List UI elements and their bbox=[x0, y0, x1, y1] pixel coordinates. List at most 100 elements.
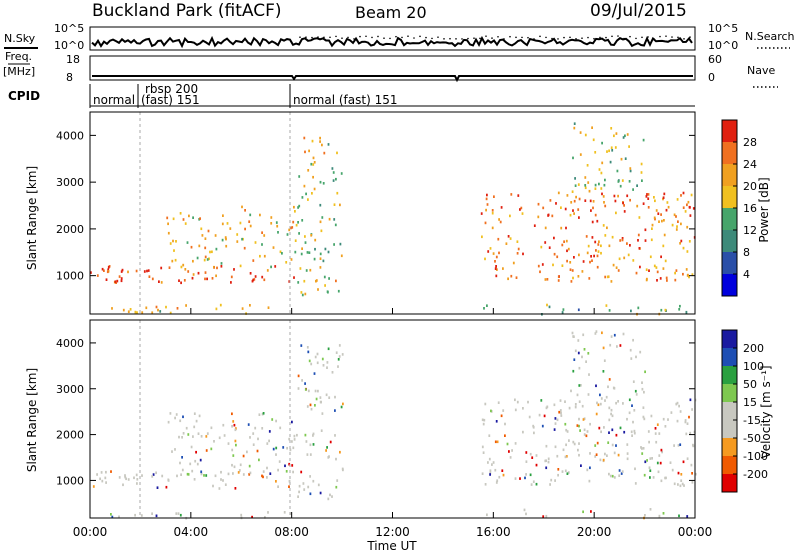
heatmap-cell bbox=[187, 270, 190, 273]
heatmap-cell bbox=[244, 227, 246, 231]
heatmap-cell bbox=[546, 303, 548, 307]
heatmap-cell bbox=[200, 435, 203, 438]
heatmap-cell bbox=[327, 497, 330, 501]
heatmap-cell bbox=[665, 208, 668, 212]
x-tick-label: 08:00 bbox=[274, 525, 309, 539]
heatmap-cell bbox=[558, 410, 561, 414]
heatmap-cell bbox=[269, 472, 272, 475]
heatmap-cell bbox=[607, 441, 610, 444]
heatmap-cell bbox=[491, 211, 494, 215]
heatmap-cell bbox=[611, 235, 614, 239]
heatmap-cell bbox=[605, 304, 608, 307]
heatmap-cell bbox=[192, 273, 195, 276]
heatmap-cell bbox=[569, 261, 572, 264]
heatmap-cell bbox=[203, 474, 205, 477]
heatmap-cell bbox=[590, 510, 592, 513]
heatmap-cell bbox=[204, 255, 207, 259]
heatmap-cell bbox=[611, 149, 614, 152]
heatmap-cell bbox=[489, 473, 491, 476]
heatmap-cell bbox=[554, 417, 557, 420]
heatmap-cell bbox=[332, 171, 335, 174]
search-noise-dot bbox=[599, 36, 601, 39]
heatmap-cell bbox=[600, 430, 602, 434]
heatmap-cell bbox=[613, 194, 616, 198]
heatmap-cell bbox=[634, 389, 637, 393]
heatmap-cell bbox=[169, 242, 172, 245]
heatmap-cell bbox=[619, 344, 622, 347]
heatmap-cell bbox=[159, 310, 162, 313]
heatmap-cell bbox=[333, 218, 336, 221]
heatmap-cell bbox=[180, 265, 183, 269]
heatmap-cell bbox=[641, 452, 644, 455]
heatmap-cell bbox=[481, 445, 484, 449]
heatmap-cell bbox=[647, 193, 650, 196]
heatmap-cell bbox=[596, 401, 598, 405]
heatmap-cell bbox=[285, 470, 288, 473]
x-tick-label: 04:00 bbox=[174, 525, 209, 539]
heatmap-cell bbox=[220, 478, 222, 481]
heatmap-cell bbox=[204, 246, 207, 250]
heatmap-cell bbox=[229, 227, 232, 230]
power-panel: 1000 2000 3000 4000 Slant Range [km] 4 8 12 16… bbox=[25, 111, 771, 316]
heatmap-cell bbox=[602, 224, 605, 227]
heatmap-cell bbox=[666, 279, 668, 282]
heatmap-cell bbox=[544, 459, 547, 463]
heatmap-cell bbox=[298, 175, 301, 178]
search-noise-dot bbox=[545, 36, 547, 39]
heatmap-cell bbox=[314, 247, 316, 251]
noise-tick-left-bottom: 10^0 bbox=[54, 39, 84, 52]
freq-left-label-2: [MHz] bbox=[3, 65, 35, 78]
heatmap-cell bbox=[278, 460, 281, 463]
heatmap-cell bbox=[619, 426, 622, 430]
heatmap-cell bbox=[187, 433, 190, 436]
heatmap-cell bbox=[686, 203, 688, 207]
heatmap-cell bbox=[161, 474, 164, 478]
search-noise-dot bbox=[311, 36, 313, 39]
heatmap-cell bbox=[259, 213, 261, 217]
heatmap-cell bbox=[196, 462, 199, 466]
heatmap-cell bbox=[573, 335, 575, 338]
heatmap-cell bbox=[595, 330, 598, 333]
heatmap-cell bbox=[140, 514, 143, 517]
heatmap-cell bbox=[680, 194, 682, 197]
heatmap-cell bbox=[309, 475, 311, 478]
heatmap-cell bbox=[514, 398, 516, 402]
search-noise-dot bbox=[551, 37, 553, 40]
heatmap-cell bbox=[305, 192, 307, 196]
heatmap-cell bbox=[598, 182, 600, 186]
heatmap-cell bbox=[522, 407, 524, 410]
heatmap-cell bbox=[567, 471, 570, 474]
heatmap-cell bbox=[637, 239, 639, 242]
search-noise-dot bbox=[437, 36, 439, 38]
heatmap-cell bbox=[554, 422, 557, 425]
heatmap-cell bbox=[488, 457, 491, 461]
heatmap-cell bbox=[615, 266, 618, 269]
heatmap-cell bbox=[649, 476, 651, 479]
heatmap-cell bbox=[546, 278, 549, 281]
search-noise-dot bbox=[449, 37, 451, 40]
heatmap-cell bbox=[230, 275, 233, 279]
heatmap-cell bbox=[321, 216, 324, 219]
heatmap-cell bbox=[167, 231, 170, 235]
heatmap-cell bbox=[535, 463, 538, 467]
heatmap-cell bbox=[249, 436, 251, 439]
heatmap-cell bbox=[605, 395, 608, 399]
heatmap-cell bbox=[258, 458, 260, 462]
heatmap-cell bbox=[274, 265, 277, 268]
heatmap-cell bbox=[288, 280, 291, 283]
heatmap-cell bbox=[663, 233, 666, 237]
heatmap-cell bbox=[500, 206, 503, 209]
heatmap-cell bbox=[684, 420, 687, 424]
heatmap-cell bbox=[277, 485, 279, 488]
heatmap-cell bbox=[553, 236, 555, 240]
heatmap-cell bbox=[586, 468, 589, 472]
heatmap-cell bbox=[601, 141, 603, 145]
heatmap-cell bbox=[328, 277, 330, 280]
heatmap-cell bbox=[305, 440, 308, 443]
heatmap-cell bbox=[317, 288, 319, 291]
search-noise-dot bbox=[629, 35, 631, 38]
heatmap-cell bbox=[691, 273, 694, 276]
heatmap-cell bbox=[303, 279, 306, 283]
search-noise-dot bbox=[491, 37, 493, 39]
heatmap-cell bbox=[214, 234, 217, 237]
